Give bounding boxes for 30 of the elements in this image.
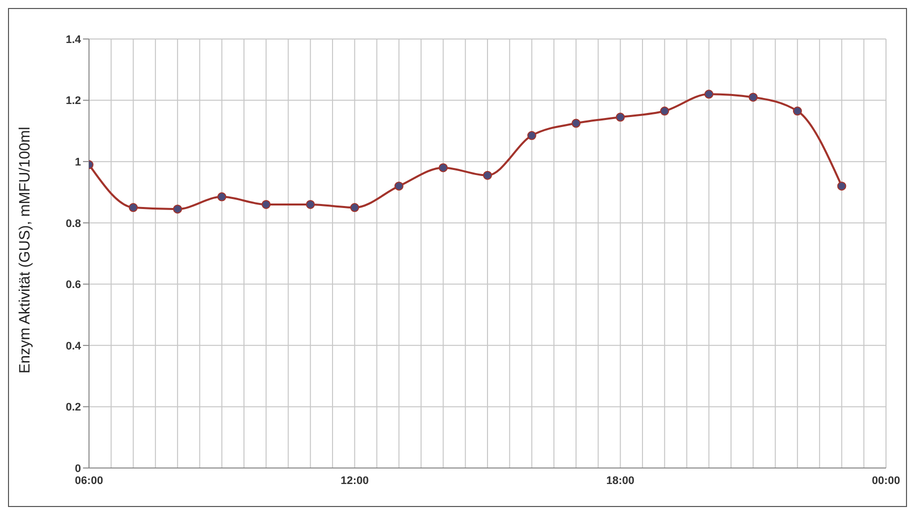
point (128, 203, 138, 212)
y-tick-label: 0.2 (66, 402, 81, 414)
point (704, 90, 714, 99)
point (483, 170, 492, 180)
x-tick-label: 00:00 (872, 474, 900, 487)
y-tick-label: 1 (74, 156, 81, 168)
x-tick-label: 06:00 (74, 474, 104, 487)
point (616, 112, 625, 122)
point (173, 204, 182, 214)
point (660, 106, 670, 116)
x-tick-label: 12:00 (340, 474, 369, 487)
y-axis-title: Enzym Aktivität (GUS), mMFU/100ml (16, 126, 34, 374)
y-tick-label: 0 (74, 462, 81, 475)
point (527, 131, 536, 140)
point (262, 200, 271, 209)
point (837, 182, 846, 191)
y-tick-label: 0.6 (66, 279, 81, 292)
y-tick-label: 0.4 (66, 340, 82, 352)
y-tick-label: 0.8 (66, 218, 81, 230)
point (792, 106, 802, 116)
point (748, 92, 758, 102)
y-tick-label: 1.4 (66, 34, 82, 46)
point (306, 200, 315, 209)
point (394, 182, 404, 191)
y-tick-label: 1.2 (66, 95, 81, 108)
point (572, 118, 581, 128)
point (217, 192, 226, 202)
point (350, 203, 360, 212)
point (438, 163, 448, 172)
x-tick-label: 18:00 (606, 474, 634, 487)
